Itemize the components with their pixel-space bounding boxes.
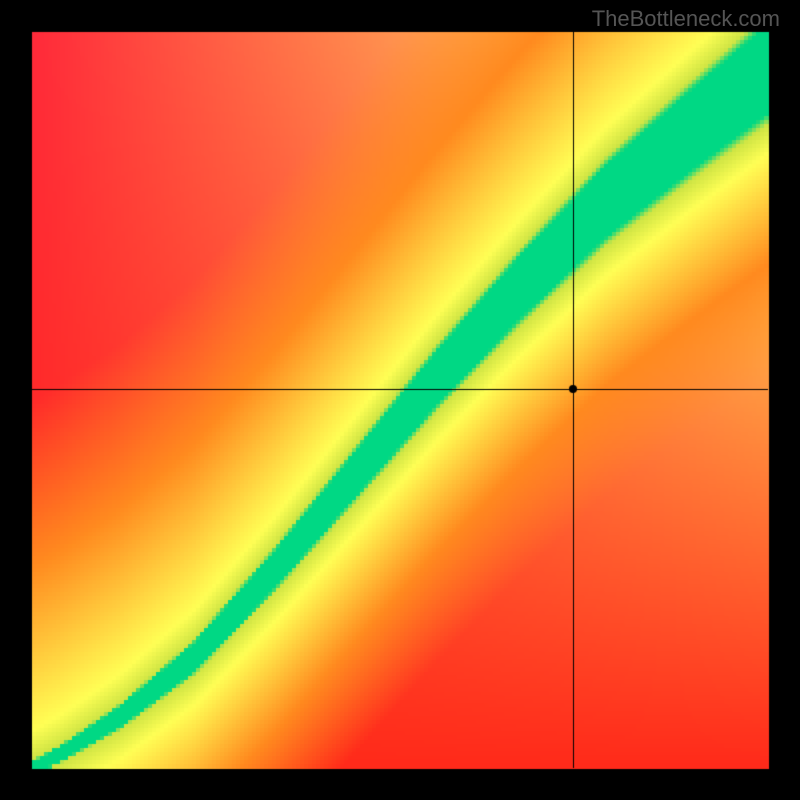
watermark-label: TheBottleneck.com xyxy=(592,6,780,32)
heatmap-canvas xyxy=(0,0,800,800)
